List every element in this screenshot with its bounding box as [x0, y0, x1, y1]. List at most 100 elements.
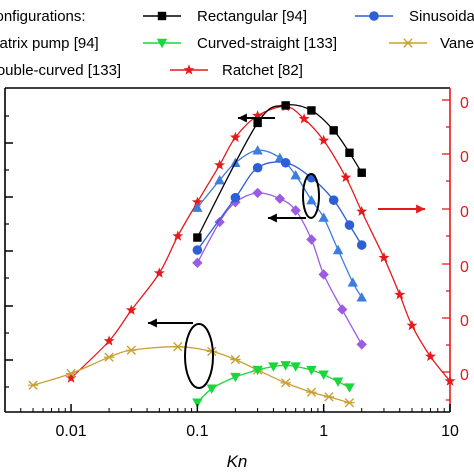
data-point-blue-triangles	[290, 170, 301, 180]
data-point-curved-straight	[268, 362, 279, 372]
series-line-ratchet	[70, 105, 451, 382]
legend-ratchet-marker	[183, 64, 195, 75]
data-point-ratchet	[172, 230, 184, 241]
data-point-ratchet	[340, 171, 352, 183]
data-point-blue-triangles	[356, 292, 367, 302]
data-point-double-curved	[252, 187, 263, 199]
data-point-double-curved	[306, 234, 317, 245]
data-point-blue-triangles	[252, 145, 263, 155]
legend-label-rectangular: Rectangular [94]	[197, 8, 307, 25]
data-point-ratchet	[214, 159, 225, 170]
annotation-arrow-ratchet-head	[416, 204, 425, 214]
data-point-double-curved	[318, 269, 329, 280]
data-point-sinusoidal	[328, 195, 339, 205]
data-point-rectangular	[253, 118, 262, 128]
data-point-sinusoidal	[356, 240, 367, 250]
data-point-ratchet	[125, 304, 137, 315]
y-right-tick-label: 0	[460, 204, 469, 221]
data-point-ratchet	[65, 372, 77, 383]
data-point-sinusoidal	[252, 162, 263, 173]
y-right-tick-label: 0	[460, 95, 469, 112]
data-point-rectangular	[357, 168, 366, 177]
data-point-blue-triangles	[318, 212, 329, 222]
data-point-blue-triangles	[306, 194, 317, 205]
data-point-ratchet	[378, 252, 390, 263]
series-blue-triangles	[192, 145, 367, 302]
legend-label-vane: Vane	[440, 35, 474, 52]
series-line-vane	[32, 346, 350, 404]
annotation-ellipse-blue	[302, 173, 320, 219]
data-point-curved-straight	[318, 370, 329, 380]
data-point-blue-triangles	[192, 202, 203, 212]
series-sinusoidal	[192, 157, 367, 255]
data-point-blue-triangles	[332, 244, 344, 255]
data-point-ratchet	[298, 113, 310, 124]
x-tick-label: 1	[319, 423, 328, 440]
data-point-blue-triangles	[214, 175, 225, 185]
data-point-ratchet	[153, 267, 165, 278]
data-point-rectangular	[193, 233, 202, 242]
data-point-ratchet	[394, 289, 406, 300]
series-double-curved	[192, 187, 367, 350]
data-point-double-curved	[336, 304, 348, 315]
data-point-ratchet	[318, 134, 330, 146]
x-tick-label: 10	[441, 423, 459, 440]
data-point-ratchet	[406, 319, 418, 331]
series-ratchet	[65, 100, 456, 386]
legend-label-sinusoidal: Sinusoidal	[409, 8, 474, 25]
legend-label-ratchet: Ratchet [82]	[222, 62, 303, 79]
data-point-double-curved	[214, 216, 225, 228]
data-point-ratchet	[230, 131, 241, 142]
series-curved-straight	[192, 361, 355, 408]
data-point-curved-straight	[290, 362, 301, 372]
legend-rectangular-marker	[157, 11, 167, 21]
annotation-arrow-lower-head	[148, 318, 157, 328]
data-point-ratchet	[356, 205, 368, 216]
data-point-double-curved	[356, 339, 367, 350]
x-axis-title: Kn	[227, 452, 248, 471]
data-point-curved-straight	[192, 398, 203, 408]
data-point-rectangular	[281, 101, 290, 110]
legend-heading: configurations:	[0, 8, 86, 25]
data-point-rectangular	[329, 126, 338, 135]
data-point-rectangular	[345, 148, 354, 157]
y-right-tick-label: 0	[460, 149, 469, 166]
data-point-sinusoidal	[344, 220, 355, 230]
series-line-sinusoidal	[196, 161, 363, 251]
data-point-blue-triangles	[347, 277, 358, 287]
data-point-sinusoidal	[280, 157, 291, 168]
series-vane	[27, 342, 355, 408]
series-rectangular	[193, 101, 366, 242]
y-right-tick-label: 0	[460, 259, 469, 276]
data-point-ratchet	[252, 110, 264, 121]
data-point-double-curved	[274, 193, 286, 204]
data-point-rectangular	[307, 106, 316, 115]
annotation-arrow-rectangular-head	[238, 113, 247, 123]
x-tick-label: 0.1	[186, 423, 208, 440]
data-point-curved-straight	[306, 365, 317, 376]
data-point-curved-straight	[252, 365, 263, 376]
x-tick-label: 0.01	[55, 423, 86, 440]
legend-curved-straight-marker	[156, 38, 168, 49]
y-right-tick-label: 0	[460, 313, 469, 330]
series-line-double-curved	[196, 192, 363, 345]
y-right-tick-label: 0	[460, 367, 469, 384]
legend-sinusoidal-marker	[369, 11, 379, 21]
data-point-curved-straight	[344, 383, 355, 393]
data-point-curved-straight	[332, 377, 344, 387]
legend-label-double-curved: Double-curved [133]	[0, 62, 121, 79]
data-point-curved-straight	[206, 384, 217, 394]
annotation-ellipse-lower	[184, 323, 214, 389]
data-point-double-curved	[290, 205, 301, 216]
legend: configurations: Rectangular [94] Sinusoida…	[0, 8, 474, 79]
data-point-ratchet	[103, 335, 115, 346]
annotation-arrow-blue-head	[268, 213, 277, 223]
data-point-ratchet	[425, 350, 436, 362]
data-point-sinusoidal	[192, 245, 203, 255]
data-point-curved-straight	[280, 361, 291, 371]
legend-label-curved-straight: Curved-straight [133]	[197, 35, 337, 52]
data-point-double-curved	[192, 257, 203, 269]
data-point-sinusoidal	[230, 192, 241, 203]
